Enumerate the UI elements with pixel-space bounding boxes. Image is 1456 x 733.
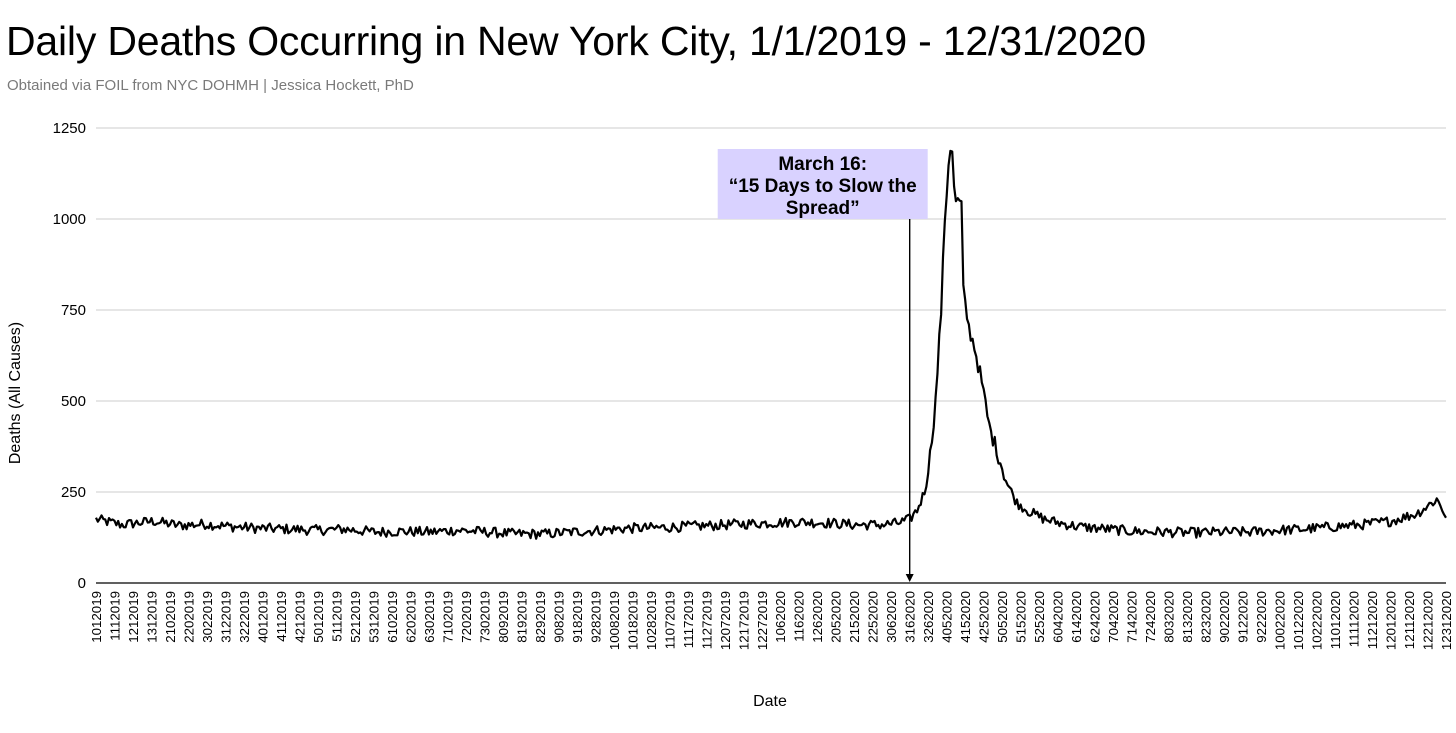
x-tick-label: 5052020 <box>995 591 1010 643</box>
x-tick-label: 11172019 <box>681 591 696 648</box>
x-axis-label: Date <box>753 693 787 710</box>
x-tick-label: 6102019 <box>385 591 400 643</box>
x-tick-label: 7102019 <box>440 591 455 643</box>
x-tick-label: 1162020 <box>792 591 807 642</box>
x-tick-label: 5252020 <box>1032 591 1047 643</box>
x-tick-label: 6242020 <box>1088 591 1103 643</box>
x-tick-label: 4252020 <box>977 591 992 643</box>
x-tick-label: 8032020 <box>1162 591 1177 643</box>
y-axis-label: Deaths (All Causes) <box>7 322 24 464</box>
x-tick-label: 1262020 <box>810 591 825 643</box>
x-tick-label: 9122020 <box>1236 591 1251 643</box>
x-tick-label: 1012019 <box>89 591 104 643</box>
x-tick-label: 10282019 <box>644 591 659 650</box>
x-tick-label: 2202019 <box>181 591 196 643</box>
x-tick-label: 3222019 <box>237 591 252 643</box>
x-tick-label: 3122019 <box>218 591 233 643</box>
x-tick-label: 4112019 <box>274 591 289 642</box>
y-axis-ticks: 0 250 500 750 1000 1250 <box>53 120 86 592</box>
x-tick-label: 7302019 <box>477 591 492 643</box>
annotation-arrowhead <box>905 574 914 582</box>
series-line <box>95 149 1447 540</box>
y-tick-label: 0 <box>78 575 86 592</box>
x-tick-label: 10082019 <box>607 591 622 650</box>
x-tick-label: 11072019 <box>662 591 677 649</box>
x-tick-label: 11112020 <box>1347 591 1362 647</box>
x-tick-label: 4212019 <box>292 591 307 643</box>
x-tick-label: 9282019 <box>588 591 603 643</box>
x-tick-label: 8092019 <box>496 591 511 643</box>
x-tick-label: 7242020 <box>1143 591 1158 643</box>
x-tick-label: 2102019 <box>163 591 178 643</box>
x-tick-label: 7202019 <box>459 591 474 643</box>
x-tick-label: 4052020 <box>940 591 955 643</box>
x-tick-label: 12172019 <box>736 591 751 650</box>
chart-title: Daily Deaths Occurring in New York City,… <box>6 18 1147 64</box>
x-tick-label: 1312019 <box>144 591 159 643</box>
x-tick-label: 11212020 <box>1365 591 1380 649</box>
x-tick-label: 6142020 <box>1069 591 1084 643</box>
x-tick-label: 6302019 <box>422 591 437 643</box>
x-tick-label: 3022019 <box>200 591 215 643</box>
x-tick-label: 10222020 <box>1310 591 1325 650</box>
x-tick-label: 10022020 <box>1273 591 1288 650</box>
x-tick-label: 2252020 <box>866 591 881 643</box>
x-tick-label: 3062020 <box>884 591 899 643</box>
annotation-text: Spread” <box>786 198 860 219</box>
x-tick-label: 9182019 <box>570 591 585 643</box>
x-tick-label: 10122020 <box>1291 591 1306 650</box>
x-tick-label: 1112019 <box>107 591 122 641</box>
x-tick-label: 3262020 <box>921 591 936 643</box>
annotation-box <box>717 149 928 219</box>
chart-subtitle: Obtained via FOIL from NYC DOHMH | Jessi… <box>7 77 414 94</box>
x-tick-label: 11012020 <box>1328 591 1343 649</box>
x-tick-label: 12072019 <box>718 591 733 650</box>
y-tick-label: 250 <box>61 484 86 501</box>
x-tick-label: 9082019 <box>551 591 566 643</box>
x-tick-label: 8232020 <box>1199 591 1214 643</box>
x-tick-label: 8292019 <box>533 591 548 643</box>
x-tick-label: 11272019 <box>699 591 714 649</box>
annotation-text: March 16: <box>778 154 867 175</box>
x-tick-label: 9022020 <box>1217 591 1232 643</box>
x-tick-label: 1212019 <box>126 591 141 643</box>
x-tick-label: 5152020 <box>1014 591 1029 643</box>
x-tick-label: 5012019 <box>311 591 326 643</box>
x-tick-label: 5312019 <box>366 591 381 643</box>
x-tick-label: 2152020 <box>847 591 862 643</box>
x-tick-label: 6042020 <box>1051 591 1066 643</box>
x-tick-label: 12012020 <box>1384 591 1399 650</box>
x-tick-label: 12212020 <box>1421 591 1436 650</box>
annotation-text: “15 Days to Slow the <box>729 176 917 197</box>
x-tick-label: 5112019 <box>329 591 344 642</box>
x-tick-label: 12112020 <box>1402 591 1417 649</box>
series-layer <box>95 149 1447 540</box>
x-tick-label: 5212019 <box>348 591 363 643</box>
x-tick-label: 6202019 <box>403 591 418 643</box>
x-tick-label: 8132020 <box>1180 591 1195 643</box>
x-tick-label: 8192019 <box>514 591 529 643</box>
y-tick-label: 500 <box>61 393 86 410</box>
y-tick-label: 1250 <box>53 120 86 137</box>
x-tick-label: 4152020 <box>958 591 973 643</box>
x-tick-label: 12272019 <box>755 591 770 650</box>
x-tick-label: 9222020 <box>1254 591 1269 643</box>
x-axis-ticks: 1012019 1112019 1212019 1312019 2102019 22020… <box>89 591 1454 650</box>
x-tick-label: 3162020 <box>903 591 918 643</box>
x-tick-label: 1062020 <box>773 591 788 643</box>
x-tick-label: 10182019 <box>625 591 640 650</box>
y-tick-label: 1000 <box>53 211 86 228</box>
x-tick-label: 2052020 <box>829 591 844 643</box>
x-tick-label: 12312020 <box>1439 591 1454 650</box>
x-tick-label: 4012019 <box>255 591 270 643</box>
y-tick-label: 750 <box>61 302 86 319</box>
x-tick-label: 7042020 <box>1106 591 1121 643</box>
x-tick-label: 7142020 <box>1125 591 1140 643</box>
